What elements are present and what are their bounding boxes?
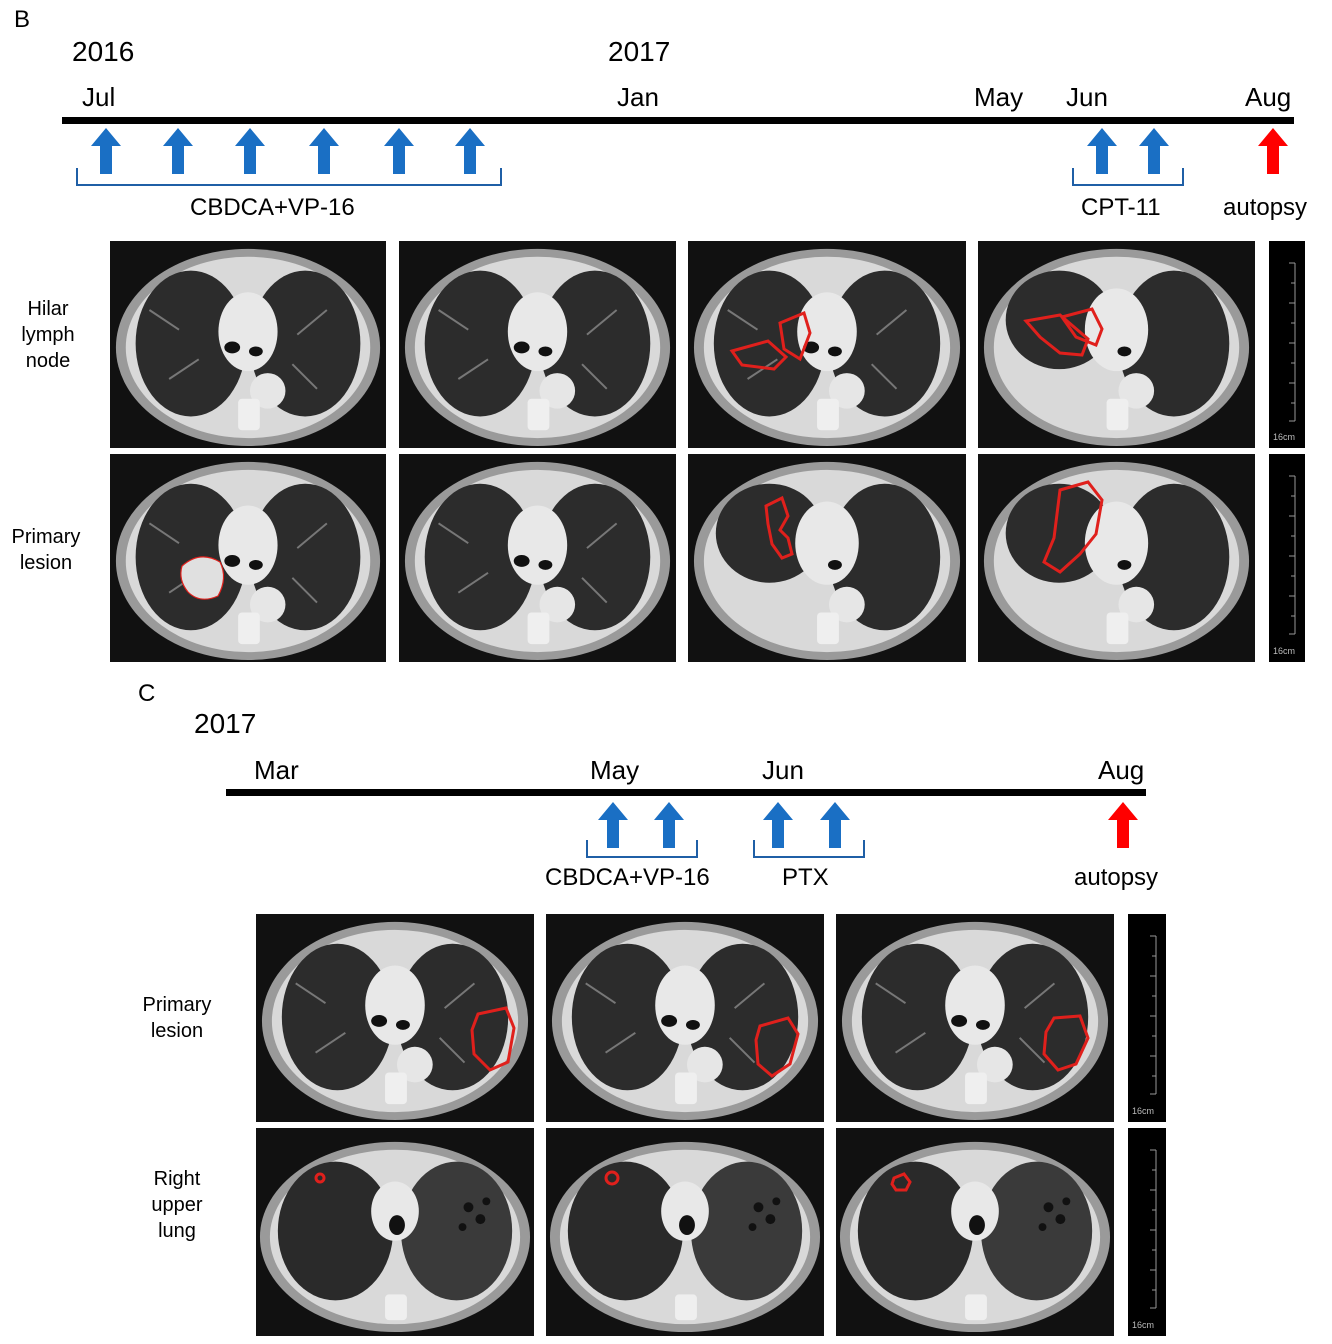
ct-scan-image bbox=[546, 914, 824, 1122]
row-label: Right upper lung bbox=[151, 1168, 203, 1242]
ct-scan-image bbox=[546, 1128, 824, 1336]
autopsy-label: autopsy bbox=[1223, 194, 1308, 221]
treatment-bracket bbox=[586, 840, 698, 858]
autopsy-label: autopsy bbox=[1074, 864, 1159, 891]
ct-scan-image bbox=[256, 1128, 534, 1336]
month-label: Jun bbox=[1066, 82, 1108, 112]
panel-b-letter: B bbox=[14, 6, 31, 33]
treatment-label: CPT-11 bbox=[1081, 194, 1161, 221]
ct-scan-image bbox=[688, 454, 966, 662]
ct-scan-image bbox=[836, 914, 1114, 1122]
panel-c-letter: C bbox=[138, 680, 156, 707]
scale-bar: 16cm bbox=[1128, 1128, 1166, 1336]
ct-scan-image bbox=[110, 241, 386, 448]
treatment-bracket bbox=[1072, 168, 1184, 186]
ct-scan-image bbox=[110, 454, 386, 662]
month-label: Jan bbox=[617, 82, 659, 112]
ct-scan-image bbox=[688, 241, 966, 448]
ct-scan-image bbox=[399, 454, 676, 662]
treatment-bracket bbox=[753, 840, 865, 858]
scale-bar: 16cm bbox=[1128, 914, 1166, 1122]
year-label: 2016 bbox=[72, 36, 135, 67]
ct-scan-image bbox=[978, 241, 1255, 448]
year-label: 2017 bbox=[194, 708, 257, 739]
scale-bar: 16cm bbox=[1269, 241, 1305, 448]
month-label: May bbox=[974, 82, 1024, 112]
autopsy-arrow-icon bbox=[1108, 802, 1138, 848]
month-label: Jul bbox=[82, 82, 116, 112]
timeline-axis bbox=[226, 789, 1146, 796]
scale-label: 16cm bbox=[1132, 1106, 1155, 1116]
treatment-bracket bbox=[76, 168, 502, 186]
scale-bar: 16cm bbox=[1269, 454, 1305, 662]
ct-scan-image bbox=[399, 241, 676, 448]
month-label: Aug bbox=[1098, 755, 1145, 785]
scale-label: 16cm bbox=[1273, 432, 1296, 442]
month-label: Aug bbox=[1245, 82, 1292, 112]
treatment-label: PTX bbox=[782, 864, 829, 891]
row-label: Primary lesion bbox=[142, 994, 212, 1042]
ct-scan-image bbox=[836, 1128, 1114, 1336]
timeline-axis bbox=[62, 117, 1294, 124]
ct-scan-image bbox=[978, 454, 1255, 662]
row-label: Hilar lymph node bbox=[21, 298, 75, 372]
month-label: Mar bbox=[254, 755, 299, 785]
month-label: Jun bbox=[762, 755, 804, 785]
year-label: 2017 bbox=[608, 36, 671, 67]
scale-label: 16cm bbox=[1132, 1320, 1155, 1330]
month-label: May bbox=[590, 755, 640, 785]
treatment-label: CBDCA+VP-16 bbox=[545, 864, 710, 891]
row-label: Primary lesion bbox=[11, 526, 81, 574]
scale-label: 16cm bbox=[1273, 646, 1296, 656]
ct-scan-image bbox=[256, 914, 534, 1122]
treatment-label: CBDCA+VP-16 bbox=[190, 194, 355, 221]
autopsy-arrow-icon bbox=[1258, 128, 1288, 174]
